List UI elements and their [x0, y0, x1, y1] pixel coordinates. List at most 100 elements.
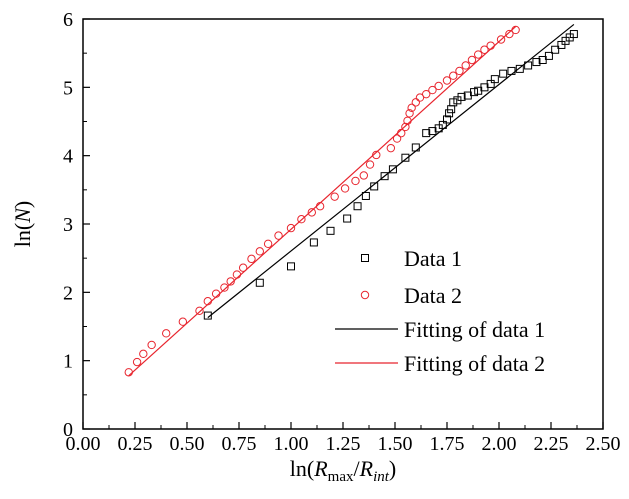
legend-item-fit-2: Fitting of data 2	[335, 351, 545, 376]
data-point-square	[445, 109, 454, 118]
fit-line	[128, 26, 517, 377]
data-point-square	[515, 64, 524, 73]
legend-marker-circle	[360, 290, 370, 300]
data-point-circle	[139, 349, 148, 359]
data-point-circle	[238, 263, 248, 272]
data-point-circle	[411, 98, 420, 107]
data-point-circle	[340, 184, 350, 193]
data-point-square	[380, 172, 389, 181]
data-point-circle	[496, 35, 506, 44]
data-point-circle	[247, 254, 256, 264]
legend-item-data-1: Data 1	[361, 246, 462, 271]
data-point-circle	[415, 93, 425, 102]
data-point-circle	[178, 317, 188, 326]
data-point-square	[401, 153, 410, 162]
x-tick-label: 1.75	[430, 433, 465, 455]
fit-line	[207, 23, 575, 319]
data-point-square	[343, 214, 352, 223]
data-point-circle	[307, 208, 316, 217]
data-point-circle	[263, 239, 273, 249]
data-point-circle	[162, 329, 171, 338]
data-point-square	[353, 202, 362, 211]
data-point-circle	[274, 231, 283, 240]
data-point-square	[544, 51, 553, 60]
data-point-square	[411, 143, 420, 152]
data-point-circle	[147, 340, 156, 350]
data-point-square	[532, 58, 541, 67]
data-point-circle	[428, 85, 437, 95]
data-point-square	[443, 115, 451, 124]
data-point-circle	[455, 66, 464, 76]
plot-marks	[124, 23, 578, 377]
data-point-circle	[359, 171, 368, 180]
data-point-circle	[480, 45, 489, 54]
tick-labels: 0.00 0.25 0.50 0.75 1.00 1.25 1.50 1.75 2.00 2.25…	[63, 9, 621, 455]
data-point-square	[490, 75, 499, 84]
y-tick-label: 5	[63, 77, 73, 99]
series-1	[203, 30, 578, 320]
x-tick-label: 2.25	[534, 433, 569, 455]
data-point-circle	[297, 215, 306, 224]
data-point-circle	[351, 176, 360, 186]
data-point-circle	[422, 89, 431, 99]
data-point-square	[255, 278, 264, 287]
data-point-circle	[232, 270, 242, 279]
data-point-circle	[255, 247, 264, 256]
data-point-square	[428, 127, 437, 136]
data-point-circle	[511, 25, 520, 35]
data-point-square	[309, 238, 318, 247]
data-point-square	[422, 129, 431, 138]
data-point-square	[287, 262, 295, 271]
legend-label: Fitting of data 2	[404, 351, 545, 376]
legend: Data 1 Data 2 Fitting of data 1 Fitting …	[335, 246, 545, 376]
y-axis-title: ln(N)	[10, 201, 35, 247]
legend-marker-square	[361, 254, 369, 262]
y-tick-label: 2	[63, 282, 73, 304]
legend-label: Data 2	[404, 283, 462, 308]
legend-item-fit-1: Fitting of data 1	[335, 317, 545, 342]
data-point-square	[449, 98, 458, 107]
data-point-circle	[330, 192, 339, 201]
y-tick-label: 4	[63, 146, 73, 168]
x-tick-label: 1.00	[274, 433, 309, 455]
x-tick-label: 2.50	[586, 433, 621, 455]
data-point-circle	[461, 61, 470, 70]
x-tick-label: 1.50	[378, 433, 413, 455]
data-point-square	[447, 105, 456, 114]
y-tick-label: 6	[63, 9, 73, 31]
data-point-circle	[124, 368, 133, 377]
data-point-square	[486, 79, 495, 88]
x-axis-title: ln(Rmax/Rint)	[290, 456, 396, 485]
data-point-circle	[365, 160, 375, 169]
data-point-square	[326, 226, 335, 235]
data-point-square	[524, 61, 533, 70]
x-tick-label: 1.25	[326, 433, 361, 455]
axis-ticks	[82, 18, 604, 430]
series-2	[124, 25, 520, 377]
legend-item-data-2: Data 2	[360, 283, 462, 308]
data-point-circle	[407, 103, 416, 113]
data-point-circle	[467, 55, 477, 65]
y-tick-label: 0	[63, 419, 73, 441]
data-point-square	[551, 45, 560, 54]
data-point-circle	[286, 223, 296, 233]
x-tick-label: 0.50	[170, 433, 205, 455]
data-point-square	[438, 120, 447, 129]
data-point-square	[388, 165, 397, 174]
data-point-square	[507, 66, 516, 75]
data-point-circle	[195, 306, 204, 315]
data-point-square	[538, 56, 547, 64]
data-point-circle	[505, 29, 514, 39]
data-point-circle	[434, 81, 443, 91]
data-point-circle	[392, 134, 402, 143]
data-point-circle	[405, 109, 414, 118]
x-tick-label: 0.00	[66, 433, 101, 455]
data-point-circle	[226, 277, 235, 286]
x-tick-label: 0.25	[118, 433, 153, 455]
legend-label: Data 1	[404, 246, 462, 271]
data-point-circle	[132, 357, 142, 367]
data-point-square	[470, 88, 479, 97]
data-point-square	[361, 191, 370, 200]
x-tick-label: 2.00	[482, 433, 517, 455]
